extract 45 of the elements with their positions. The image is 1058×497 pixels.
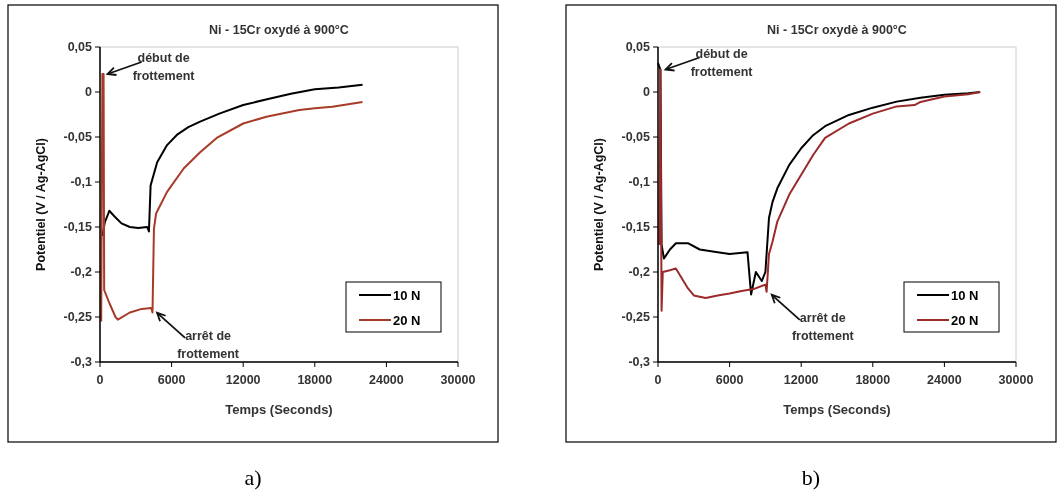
- y-tick-label: 0,05: [67, 40, 93, 55]
- annotation: début de frottement: [690, 46, 754, 79]
- annotation: arrêt de frottement: [791, 310, 855, 343]
- legend-label: 10 N: [951, 287, 979, 303]
- x-axis-title: Temps (Seconds): [225, 402, 333, 417]
- y-tick-label: -0,05: [621, 130, 651, 145]
- x-tick-label: 30000: [440, 373, 476, 387]
- x-tick-label: 0: [654, 373, 662, 387]
- x-tick-label: 0: [96, 373, 104, 387]
- y-tick-label: -0,2: [628, 265, 651, 280]
- x-tick-label: 12000: [225, 373, 261, 387]
- y-tick-label: 0: [85, 85, 93, 100]
- y-tick-label: -0,3: [628, 355, 651, 370]
- y-tick-label: -0,2: [70, 265, 93, 280]
- annotation: arrêt de frottement: [177, 328, 240, 361]
- y-tick-label: -0,3: [70, 355, 93, 370]
- x-tick-label: 6000: [157, 373, 186, 387]
- text: b): [801, 465, 821, 490]
- x-tick-label: 24000: [369, 373, 404, 387]
- x-tick-label: 12000: [783, 373, 819, 387]
- x-tick-label: 6000: [715, 373, 744, 387]
- x-axis-title: Temps (Seconds): [783, 402, 891, 417]
- text: a): [244, 465, 262, 490]
- annotation: début de frottement: [132, 51, 196, 83]
- x-tick-label: 18000: [297, 373, 333, 387]
- legend-label: 10 N: [393, 287, 421, 303]
- y-axis-title: Potentiel (V / Ag-AgCl): [592, 138, 606, 271]
- y-tick-label: -0,25: [63, 310, 93, 325]
- x-tick-label: 24000: [927, 373, 962, 387]
- legend-label: 20 N: [393, 312, 421, 328]
- y-tick-label: -0,25: [621, 310, 651, 325]
- line-series: [100, 73, 364, 323]
- y-tick-label: 0,05: [625, 40, 651, 55]
- y-axis-title: Potentiel (V / Ag-AgCl): [34, 138, 48, 271]
- chart-title: Ni - 15Cr oxydè à 900°C: [767, 23, 907, 37]
- x-tick-label: 18000: [855, 373, 891, 387]
- y-tick-label: -0,15: [63, 220, 93, 235]
- y-tick-label: 0: [643, 85, 651, 100]
- legend-label: 20 N: [951, 312, 979, 328]
- x-tick-label: 30000: [998, 373, 1034, 387]
- y-tick-label: -0,1: [70, 175, 93, 190]
- chart-title: Ni - 15Cr oxydé à 900°C: [209, 23, 349, 37]
- y-tick-label: -0,05: [63, 130, 93, 145]
- y-tick-label: -0,1: [628, 175, 651, 190]
- y-tick-label: -0,15: [621, 220, 651, 235]
